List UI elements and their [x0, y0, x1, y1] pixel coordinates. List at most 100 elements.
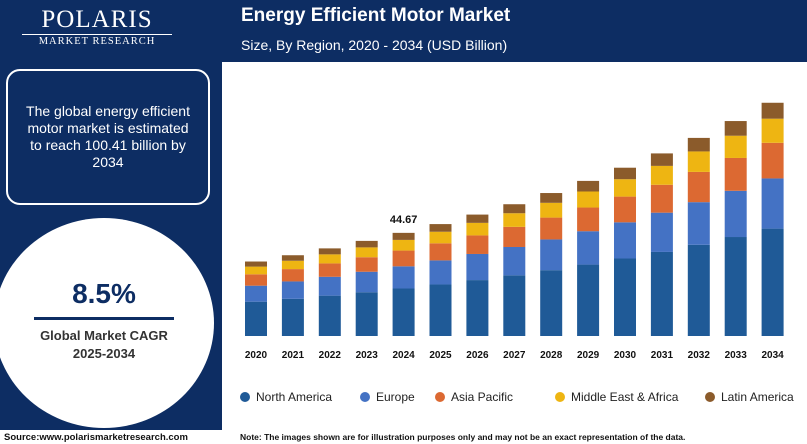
bar-segment-2029-europe	[577, 231, 600, 265]
cagr-label-line1: Global Market CAGR	[40, 328, 168, 343]
bar-segment-2034-latin-america	[761, 102, 784, 119]
legend-item: Latin America	[705, 390, 794, 404]
bar-segment-2030-north-america	[614, 258, 636, 336]
logo-name: POLARIS	[41, 6, 153, 33]
bar-segment-2024-europe	[392, 266, 415, 289]
x-tick-label: 2034	[761, 350, 784, 361]
bar-segment-2032-europe	[687, 202, 710, 245]
bar-segment-2031-middle-east-africa	[650, 165, 673, 185]
x-axis-labels: 2020 2021 2022 2023 2024 2025 2026 2027 2028 2029…	[245, 350, 784, 361]
source-text: Source:www.polarismarketresearch.com	[4, 432, 188, 443]
legend-label: Europe	[376, 390, 415, 404]
bar-segment-2027-asia-pacific	[503, 226, 526, 247]
bar-segment-2025-middle-east-africa	[429, 231, 452, 244]
bar-group	[245, 102, 784, 336]
bar-segment-2023-europe	[355, 271, 378, 293]
bar-segment-2027-middle-east-africa	[503, 213, 526, 227]
legend-swatch	[705, 392, 715, 402]
x-tick-label: 2031	[651, 350, 674, 361]
bar-segment-2026-north-america	[466, 280, 489, 336]
cagr-divider	[34, 317, 174, 320]
x-tick-label: 2029	[577, 350, 600, 361]
bar-segment-2034-europe	[761, 178, 784, 229]
bar-segment-2021-asia-pacific	[281, 269, 304, 282]
bar-segment-2020-latin-america	[245, 261, 267, 267]
bar-segment-2020-asia-pacific	[245, 274, 267, 286]
cagr-value: 8.5%	[72, 278, 136, 309]
legend-swatch	[435, 392, 445, 402]
bar-segment-2020-middle-east-africa	[245, 266, 267, 275]
market-estimate-box: The global energy efficient motor market…	[6, 69, 210, 205]
x-tick-label: 2021	[282, 350, 305, 361]
disclaimer-note: Note: The images shown are for illustrat…	[240, 432, 686, 442]
bar-segment-2028-latin-america	[540, 193, 563, 203]
logo-tagline: MARKET RESEARCH	[22, 34, 172, 48]
bar-segment-2024-asia-pacific	[392, 250, 415, 267]
legend-item: Middle East & Africa	[555, 390, 678, 404]
legend-swatch	[555, 392, 565, 402]
x-tick-label: 2032	[688, 350, 711, 361]
bar-segment-2022-middle-east-africa	[318, 254, 341, 264]
bar-segment-2021-latin-america	[281, 255, 304, 261]
bar-segment-2023-north-america	[355, 292, 378, 336]
bar-segment-2029-north-america	[577, 264, 600, 336]
bar-segment-2028-europe	[540, 239, 563, 271]
bar-segment-2023-middle-east-africa	[355, 247, 378, 258]
legend-label: Latin America	[721, 390, 794, 404]
bar-segment-2032-middle-east-africa	[687, 151, 710, 172]
bar-segment-2022-north-america	[318, 295, 341, 336]
bar-segment-2021-europe	[281, 281, 304, 299]
bar-segment-2026-middle-east-africa	[466, 222, 489, 236]
bar-segment-2024-north-america	[392, 288, 415, 336]
legend-swatch	[360, 392, 370, 402]
bar-segment-2025-europe	[429, 260, 452, 285]
cagr-circle	[0, 218, 214, 428]
bar-segment-2034-asia-pacific	[761, 142, 784, 179]
bar-segment-2030-europe	[614, 222, 636, 259]
bar-segment-2027-north-america	[503, 275, 526, 336]
cagr-label-line2: 2025-2034	[72, 346, 136, 361]
polaris-logo: POLARIS MARKET RESEARCH	[22, 6, 172, 48]
bar-segment-2024-latin-america	[392, 232, 415, 240]
bar-segment-2025-latin-america	[429, 224, 452, 232]
chart-legend: North America Europe Asia Pacific Middle Ea…	[240, 390, 800, 406]
bar-segment-2031-asia-pacific	[650, 184, 673, 213]
bar-segment-2021-middle-east-africa	[281, 260, 304, 270]
bar-segment-2028-middle-east-africa	[540, 202, 563, 218]
bar-segment-2030-middle-east-africa	[614, 179, 636, 197]
bar-segment-2033-middle-east-africa	[724, 135, 747, 158]
x-tick-label: 2028	[540, 350, 563, 361]
x-tick-label: 2033	[725, 350, 748, 361]
x-tick-label: 2020	[245, 350, 268, 361]
legend-label: Asia Pacific	[451, 390, 514, 404]
bar-segment-2028-north-america	[540, 270, 563, 336]
x-tick-label: 2022	[319, 350, 342, 361]
legend-item: Asia Pacific	[435, 390, 513, 404]
bar-segment-2033-asia-pacific	[724, 157, 747, 191]
bar-segment-2029-middle-east-africa	[577, 191, 600, 208]
bar-segment-2031-north-america	[650, 251, 673, 336]
x-tick-label: 2025	[429, 350, 452, 361]
bar-segment-2031-europe	[650, 212, 673, 252]
bar-segment-2027-latin-america	[503, 204, 526, 214]
x-tick-label: 2027	[503, 350, 526, 361]
market-estimate-text: The global energy efficient motor market…	[26, 103, 190, 170]
bar-segment-2027-europe	[503, 246, 526, 276]
bar-segment-2032-asia-pacific	[687, 171, 710, 203]
legend-label: North America	[256, 390, 333, 404]
bar-segment-2026-europe	[466, 253, 489, 281]
bar-segment-2029-asia-pacific	[577, 207, 600, 232]
bar-segment-2026-latin-america	[466, 214, 489, 223]
legend-item: North America	[240, 390, 332, 404]
bar-segment-2030-asia-pacific	[614, 196, 636, 223]
bar-segment-2032-latin-america	[687, 137, 710, 152]
bar-segment-2026-asia-pacific	[466, 235, 489, 254]
bar-segment-2020-europe	[245, 285, 267, 302]
x-tick-label: 2030	[614, 350, 637, 361]
bar-segment-2033-latin-america	[724, 121, 747, 136]
x-tick-label: 2023	[356, 350, 379, 361]
bar-segment-2033-north-america	[724, 237, 747, 336]
bar-segment-2022-latin-america	[318, 248, 341, 255]
bar-segment-2025-north-america	[429, 284, 452, 336]
data-label: 44.67	[390, 214, 418, 226]
